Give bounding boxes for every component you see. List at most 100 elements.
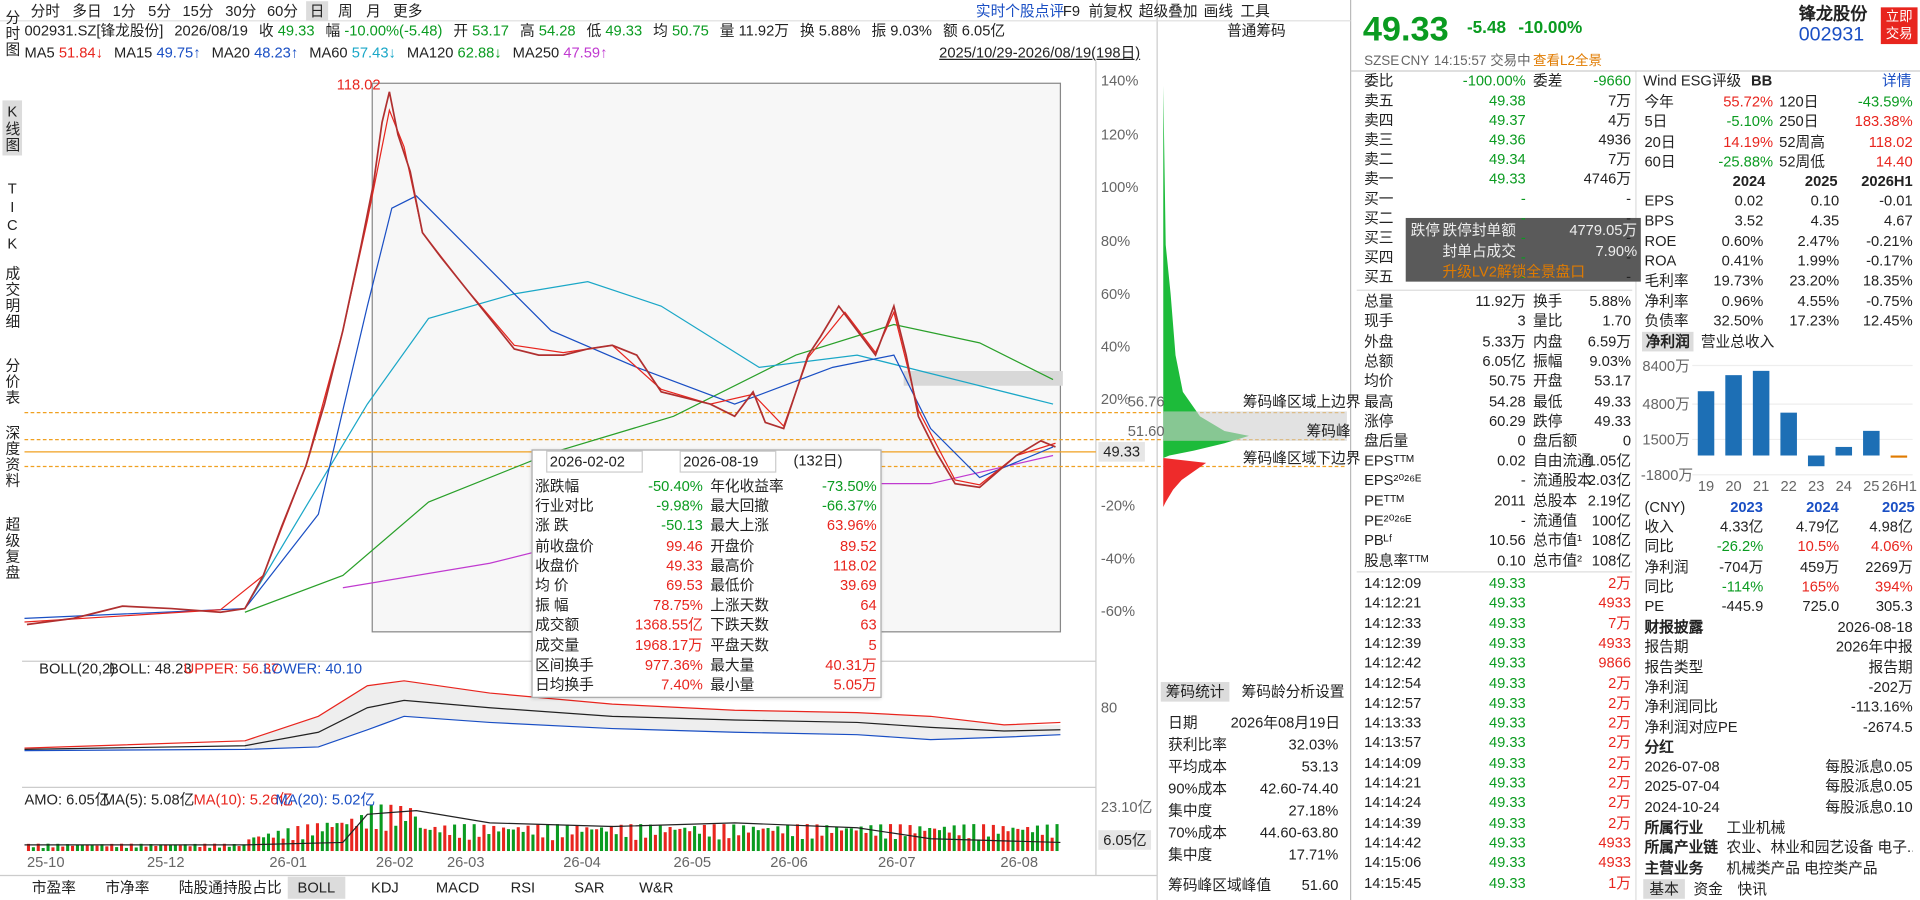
volume-bar	[335, 823, 339, 852]
ma120-line	[244, 323, 1054, 613]
tool-button[interactable]: 超级叠加	[1138, 2, 1198, 20]
volume-bar	[139, 843, 143, 852]
indicator-tab[interactable]: BOLL	[287, 876, 345, 899]
chip-peak-label: 筹码峰区域峰值	[1168, 876, 1272, 894]
side-tab[interactable]: 成交明细	[3, 265, 21, 330]
order-cell: -	[1520, 228, 1526, 247]
indicator-tab[interactable]: 陆股通持股占比	[178, 879, 282, 897]
period-tab[interactable]: 分时	[30, 2, 61, 20]
side-tab[interactable]: K线图	[2, 100, 23, 156]
quote-value: 5.88%	[818, 22, 861, 40]
l2-link[interactable]: 查看L2全景	[1533, 53, 1602, 69]
annual-year: (CNY)	[1644, 498, 1686, 516]
indicator-tab[interactable]: RSI	[510, 879, 536, 897]
stat-cell: 49.33	[1594, 412, 1632, 430]
chip-tab[interactable]: 设置	[1315, 683, 1345, 701]
chip-profit	[1163, 85, 1249, 458]
trade-cell: 49.33	[1488, 833, 1526, 851]
volume-bar	[1011, 827, 1015, 852]
quote-value: 53.17	[472, 22, 509, 40]
indicator-tab[interactable]: 市盈率	[31, 879, 76, 897]
fin-cell: -0.17%	[1866, 252, 1913, 270]
indicator-tab[interactable]: KDJ	[371, 879, 399, 897]
side-tab[interactable]: 超级复盘	[3, 516, 21, 581]
tool-button[interactable]: 前复权	[1088, 2, 1133, 20]
boll-mid: BOLL: 48.23	[108, 660, 192, 678]
indicator-tab[interactable]: MACD	[435, 879, 480, 897]
indicator-tab[interactable]: SAR	[574, 879, 605, 897]
period-tab[interactable]: 30分	[225, 2, 257, 20]
valuation-cell: PBᴸᶠ	[1364, 531, 1393, 549]
side-tab[interactable]: 分价表	[3, 357, 21, 406]
tool-button[interactable]: F9	[1062, 2, 1081, 20]
trade-cell: 49.33	[1488, 674, 1526, 692]
perf-cell: 14.19%	[1723, 132, 1774, 151]
esg-detail[interactable]: 详情	[1882, 72, 1912, 90]
volume-bar	[408, 808, 413, 852]
trade-cell: 49.33	[1488, 574, 1526, 592]
bar	[1863, 430, 1880, 456]
volume-bar	[771, 830, 775, 852]
indicator-tab[interactable]: 市净率	[105, 879, 150, 897]
security: 002931.SZ[锋龙股份]	[24, 22, 164, 40]
industry-cell: 所属行业	[1644, 819, 1704, 837]
side-tab[interactable]: TICK	[3, 180, 21, 254]
x-tick-label: 25-10	[26, 853, 65, 871]
valuation-cell: 2.03亿	[1587, 471, 1632, 489]
volume-bar	[487, 834, 491, 852]
period-tab[interactable]: 月	[366, 2, 381, 20]
range-stat-cell: 64	[860, 596, 877, 614]
period-tab[interactable]: 周	[337, 2, 353, 20]
bottom-tab[interactable]: 快讯	[1737, 880, 1767, 898]
period-tab[interactable]: 日	[306, 1, 329, 21]
ma-item: MA5 51.84↓	[24, 43, 102, 63]
report-cell: 报告期	[1644, 638, 1689, 656]
dividend-cell: 2024-10-24	[1644, 797, 1720, 816]
range-stat-cell: 日均换手	[535, 675, 594, 694]
volume-bar	[781, 833, 785, 852]
tool-button[interactable]: 画线	[1203, 2, 1234, 20]
volume-bar	[1055, 824, 1059, 852]
report-cell: 2026-08-18	[1837, 618, 1913, 636]
volume-bar	[707, 836, 711, 852]
trade-cell: 4933	[1598, 594, 1632, 612]
stat-cell: 11.92万	[1475, 292, 1526, 310]
profit-tab[interactable]: 营业总收入	[1700, 333, 1775, 351]
stat-cell: 54.28	[1488, 392, 1526, 410]
volume-bar	[95, 845, 99, 852]
range-stat-cell: 涨跌幅	[535, 477, 580, 495]
volume-bar	[296, 826, 300, 852]
period-tab[interactable]: 60分	[266, 2, 298, 20]
period-tab[interactable]: 1分	[112, 2, 136, 20]
bottom-tab[interactable]: 资金	[1693, 880, 1723, 898]
dividend-cell: 每股派息0.05	[1825, 777, 1913, 796]
period-tab[interactable]: 更多	[393, 2, 423, 20]
trade-button[interactable]: 立即交易	[1880, 7, 1918, 45]
bottom-tab[interactable]: 基本	[1643, 879, 1685, 899]
period-tab[interactable]: 多日	[72, 2, 102, 20]
range-stat-cell: 49.33	[666, 556, 703, 575]
side-tab[interactable]: 分时图	[3, 9, 21, 58]
volume-bar	[80, 845, 84, 852]
dividend-cell: 2025-07-04	[1644, 777, 1720, 796]
period-tab[interactable]: 5分	[148, 2, 172, 20]
tool-button[interactable]: 工具	[1240, 2, 1270, 20]
volume-bar	[526, 825, 530, 852]
tool-button[interactable]: 实时个股点评	[975, 2, 1065, 20]
volume-bar	[688, 831, 692, 852]
indicator-tab[interactable]: W&R	[639, 879, 674, 897]
perf-cell: 20日	[1644, 132, 1676, 151]
chip-tab[interactable]: 筹码龄分析	[1241, 683, 1316, 701]
side-tab[interactable]: 深度资料	[3, 424, 21, 489]
chip-tab[interactable]: 筹码统计	[1160, 682, 1230, 702]
profit-tab[interactable]: 净利润	[1642, 331, 1694, 352]
x-tick-label: 26-07	[877, 853, 916, 871]
period-tab[interactable]: 15分	[182, 2, 214, 20]
volume-bar	[903, 836, 907, 852]
quote-label: 量	[719, 22, 735, 40]
perf-cell: -43.59%	[1857, 93, 1913, 111]
range-stat-cell: 7.40%	[661, 675, 703, 694]
upgrade-link[interactable]: 升级LV2解锁全景盘口	[1442, 263, 1586, 281]
volume-bar	[849, 828, 853, 852]
order-cell: 买三	[1364, 228, 1394, 247]
